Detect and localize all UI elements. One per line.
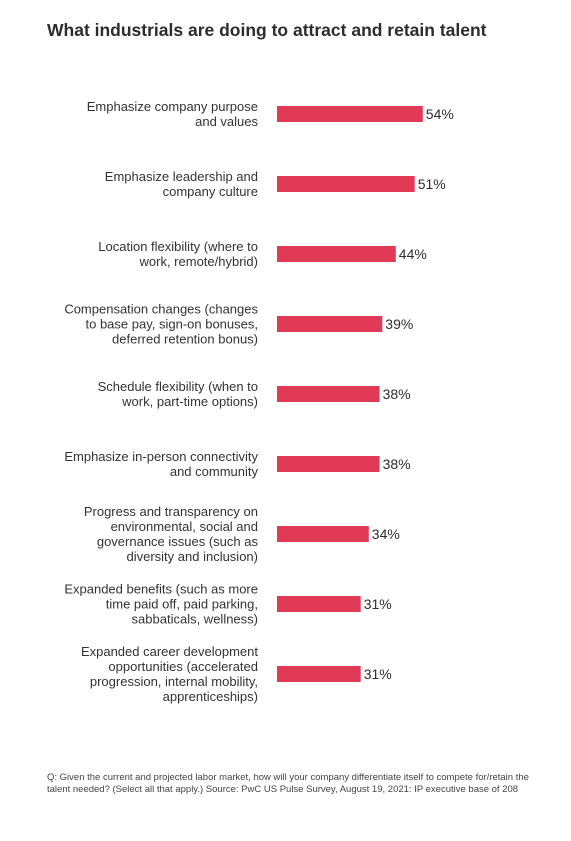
bar-chart: Emphasize company purpose and values 54% Em… xyxy=(64,99,454,704)
bar xyxy=(277,176,415,192)
value-label: 34% xyxy=(372,526,400,542)
category-label: Emphasize company purpose and values xyxy=(87,99,259,129)
value-label: 31% xyxy=(364,596,392,612)
bar xyxy=(277,386,380,402)
value-label: 54% xyxy=(426,106,454,122)
value-label: 31% xyxy=(364,666,392,682)
bar xyxy=(277,526,369,542)
bar xyxy=(277,246,396,262)
value-label: 51% xyxy=(418,176,446,192)
bar xyxy=(277,316,383,332)
bar xyxy=(277,456,380,472)
value-label: 39% xyxy=(385,316,413,332)
category-label: Progress and transparency on environmenta… xyxy=(84,504,259,564)
category-label: Location flexibility (where to work, remo… xyxy=(98,239,258,269)
chart-title: What industrials are doing to attract an… xyxy=(47,20,487,40)
category-label: Expanded benefits (such as more time paid… xyxy=(64,582,258,627)
category-label: Schedule flexibility (when to work, part-… xyxy=(98,379,258,409)
bar xyxy=(277,666,361,682)
footnote: Q: Given the current and projected labor… xyxy=(47,772,529,795)
category-label: Expanded career development opportunities… xyxy=(81,644,258,704)
value-label: 38% xyxy=(383,456,411,472)
category-label: Compensation changes (changes to base pay… xyxy=(64,302,258,347)
category-label: Emphasize leadership and company culture xyxy=(105,169,258,199)
bar xyxy=(277,596,361,612)
category-label: Emphasize in-person connectivity and comm… xyxy=(64,449,258,479)
bar xyxy=(277,106,423,122)
value-label: 44% xyxy=(399,246,427,262)
value-label: 38% xyxy=(383,386,411,402)
